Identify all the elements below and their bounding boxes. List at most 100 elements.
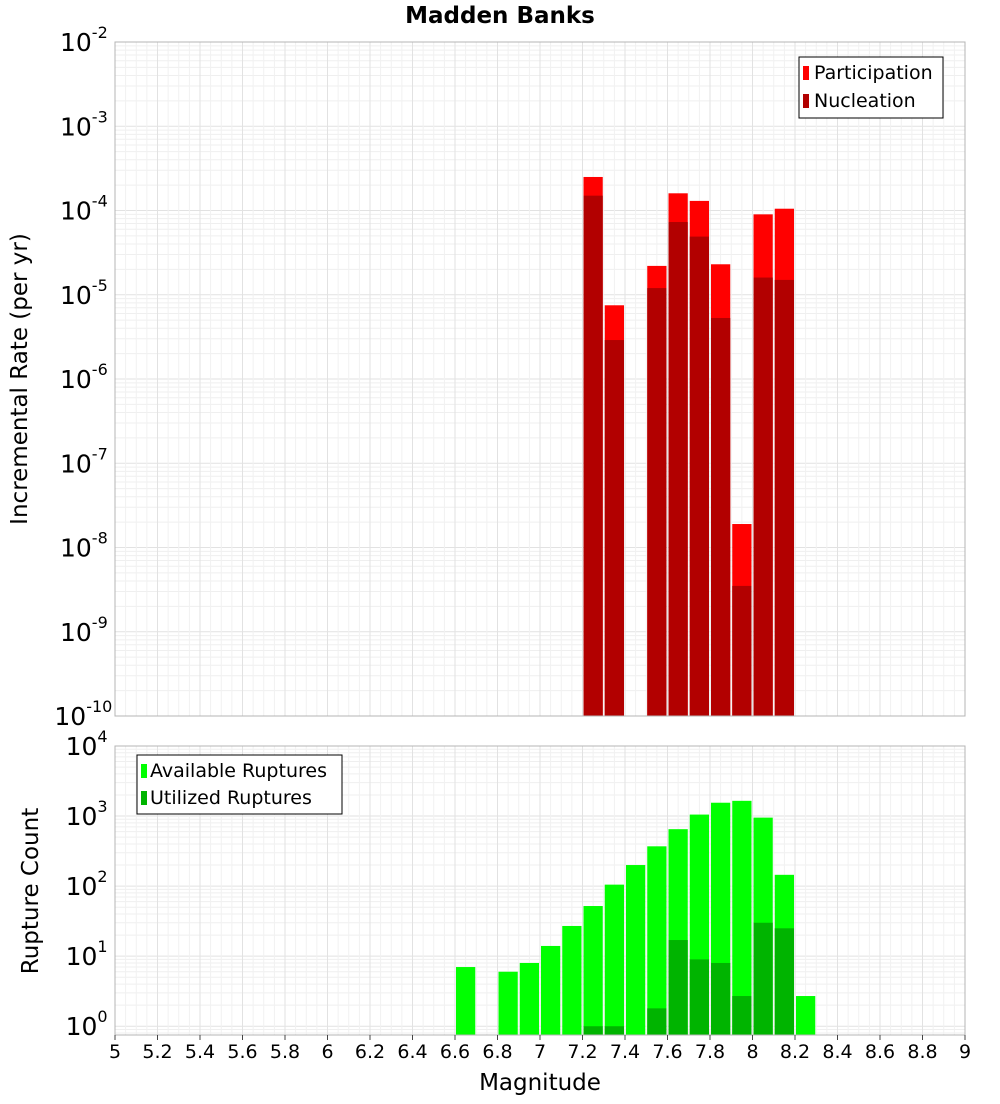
legend-label-available-ruptures: Available Ruptures xyxy=(150,760,327,782)
rate-y-axis-label: Incremental Rate (per yr) xyxy=(7,233,33,525)
bar-nucleation xyxy=(753,277,773,716)
legend-swatch-utilized-ruptures xyxy=(141,791,147,805)
y-tick-label: 10 xyxy=(60,281,92,310)
bar-available-ruptures xyxy=(647,846,667,1035)
x-axis-label: Magnitude xyxy=(479,1070,601,1096)
bar-nucleation xyxy=(647,288,667,716)
y-tick-label: 10 xyxy=(54,702,86,731)
y-tick-exponent: -10 xyxy=(86,697,112,716)
bar-available-ruptures xyxy=(519,962,539,1035)
x-tick-label: 8.2 xyxy=(780,1041,810,1063)
y-tick-label: 10 xyxy=(60,449,92,478)
bar-nucleation xyxy=(583,195,603,716)
y-tick-exponent: -8 xyxy=(92,529,108,548)
x-tick-label: 7.2 xyxy=(567,1041,597,1063)
x-tick-label: 5.8 xyxy=(270,1041,300,1063)
y-tick-exponent: -4 xyxy=(92,192,108,211)
count-legend-box xyxy=(136,754,343,815)
rate-legend-box xyxy=(798,56,944,119)
x-tick-label: 9 xyxy=(959,1041,971,1063)
y-tick-label: 10 xyxy=(60,534,92,563)
x-tick-label: 6.6 xyxy=(440,1041,470,1063)
y-tick-exponent: -5 xyxy=(92,276,108,295)
x-tick-label: 6 xyxy=(321,1041,333,1063)
legend-swatch-nucleation xyxy=(803,94,809,108)
bar-available-ruptures xyxy=(456,967,476,1035)
bar-nucleation xyxy=(711,317,731,716)
y-tick-exponent: -2 xyxy=(92,23,108,42)
x-tick-label: 6.2 xyxy=(355,1041,385,1063)
bar-utilized-ruptures xyxy=(753,922,773,1035)
bar-utilized-ruptures xyxy=(732,996,752,1035)
rate-legend: Participation Nucleation xyxy=(798,56,944,119)
bar-utilized-ruptures xyxy=(774,928,794,1035)
bar-utilized-ruptures xyxy=(583,1026,603,1035)
x-tick-label: 6.8 xyxy=(482,1041,512,1063)
bar-utilized-ruptures xyxy=(689,959,709,1035)
count-y-axis-label: Rupture Count xyxy=(18,808,44,974)
bar-nucleation xyxy=(732,585,752,716)
y-tick-exponent: 2 xyxy=(97,867,107,886)
y-tick-label: 10 xyxy=(60,28,92,57)
y-tick-exponent: -6 xyxy=(92,360,108,379)
bar-available-ruptures xyxy=(732,800,752,1035)
y-tick-exponent: 3 xyxy=(97,797,107,816)
bar-available-ruptures xyxy=(583,906,603,1035)
bar-utilized-ruptures xyxy=(647,1008,667,1035)
y-tick-exponent: 0 xyxy=(97,1007,107,1026)
x-tick-label: 8.4 xyxy=(822,1041,852,1063)
bar-available-ruptures xyxy=(604,884,624,1035)
y-tick-label: 10 xyxy=(60,618,92,647)
y-tick-exponent: 4 xyxy=(97,727,107,746)
x-tick-label: 5 xyxy=(109,1041,121,1063)
legend-swatch-participation xyxy=(803,66,809,80)
bar-nucleation xyxy=(604,340,624,716)
bar-utilized-ruptures xyxy=(668,940,688,1035)
bar-available-ruptures xyxy=(541,945,561,1035)
y-tick-exponent: 1 xyxy=(97,937,107,956)
y-tick-label: 10 xyxy=(60,365,92,394)
bar-nucleation xyxy=(689,236,709,716)
bar-utilized-ruptures xyxy=(711,962,731,1035)
y-tick-exponent: -9 xyxy=(92,613,108,632)
x-tick-label: 7.8 xyxy=(695,1041,725,1063)
x-tick-label: 5.6 xyxy=(227,1041,257,1063)
bar-nucleation xyxy=(668,222,688,716)
x-tick-label: 5.4 xyxy=(185,1041,215,1063)
rate-bars xyxy=(583,176,794,717)
rate-plot-border xyxy=(114,41,966,717)
magnitude-x-ticks: 5 5.2 5.4 5.6 5.8 6 6.2 6.4 6.6 6.8 7 7.2 7.4 7.6 7.8 8… xyxy=(109,1035,971,1063)
x-tick-label: 7.6 xyxy=(652,1041,682,1063)
legend-swatch-available-ruptures xyxy=(141,764,147,778)
x-tick-label: 7.4 xyxy=(610,1041,640,1063)
bar-available-ruptures xyxy=(796,996,816,1035)
x-tick-label: 8 xyxy=(746,1041,758,1063)
y-tick-label: 10 xyxy=(66,1012,98,1041)
chart-title: Madden Banks xyxy=(405,3,595,29)
x-tick-label: 6.4 xyxy=(397,1041,427,1063)
y-tick-exponent: -3 xyxy=(92,107,108,126)
y-tick-label: 10 xyxy=(66,802,98,831)
bar-available-ruptures xyxy=(562,925,582,1035)
y-tick-label: 10 xyxy=(60,112,92,141)
x-tick-label: 7 xyxy=(534,1041,546,1063)
y-tick-exponent: -7 xyxy=(92,444,108,463)
legend-label-nucleation: Nucleation xyxy=(814,90,916,112)
x-tick-label: 5.2 xyxy=(142,1041,172,1063)
y-tick-label: 10 xyxy=(66,942,98,971)
bar-nucleation xyxy=(774,279,794,716)
legend-label-participation: Participation xyxy=(814,62,933,84)
y-tick-label: 10 xyxy=(66,732,98,761)
x-tick-label: 8.6 xyxy=(865,1041,895,1063)
y-tick-label: 10 xyxy=(66,872,98,901)
bar-available-ruptures xyxy=(498,971,518,1035)
count-bars xyxy=(456,800,816,1035)
rate-gridlines xyxy=(114,42,966,717)
bar-utilized-ruptures xyxy=(604,1026,624,1035)
